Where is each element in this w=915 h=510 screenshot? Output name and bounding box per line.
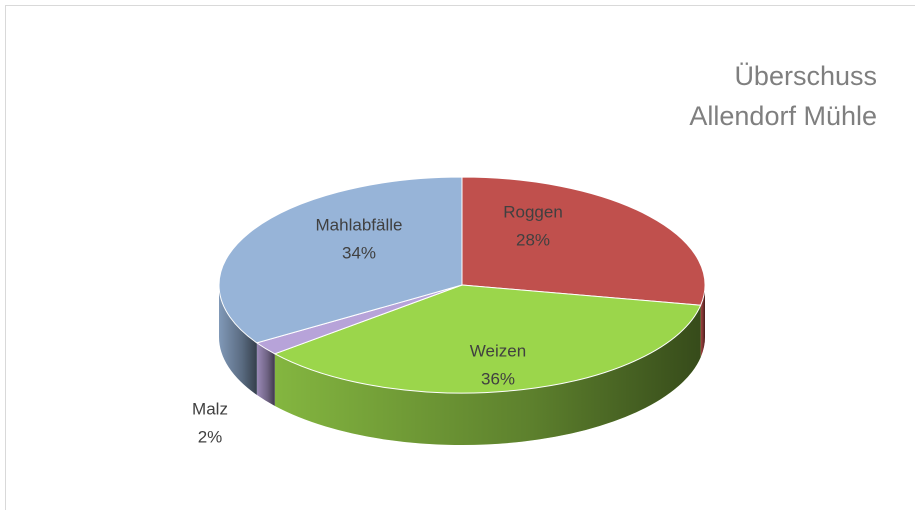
chart-title: Überschuss bbox=[734, 61, 877, 91]
slice bbox=[218, 176, 463, 344]
slice-label: Malz bbox=[192, 399, 228, 418]
slice-label: Weizen bbox=[470, 341, 526, 360]
slice-value: 34% bbox=[342, 243, 376, 262]
slice-label: Mahlabfälle bbox=[316, 215, 403, 234]
side-shade bbox=[219, 285, 257, 395]
slice-value: 36% bbox=[481, 369, 515, 388]
slice-value: 28% bbox=[516, 230, 550, 249]
side-shade bbox=[256, 342, 275, 406]
slice-label: Roggen bbox=[503, 202, 563, 221]
side-shade bbox=[274, 305, 701, 445]
chart-frame bbox=[5, 5, 915, 510]
slice bbox=[273, 284, 702, 394]
chart-title: Allendorf Mühle bbox=[689, 101, 877, 131]
slice-value: 2% bbox=[198, 427, 223, 446]
slice bbox=[461, 176, 706, 306]
